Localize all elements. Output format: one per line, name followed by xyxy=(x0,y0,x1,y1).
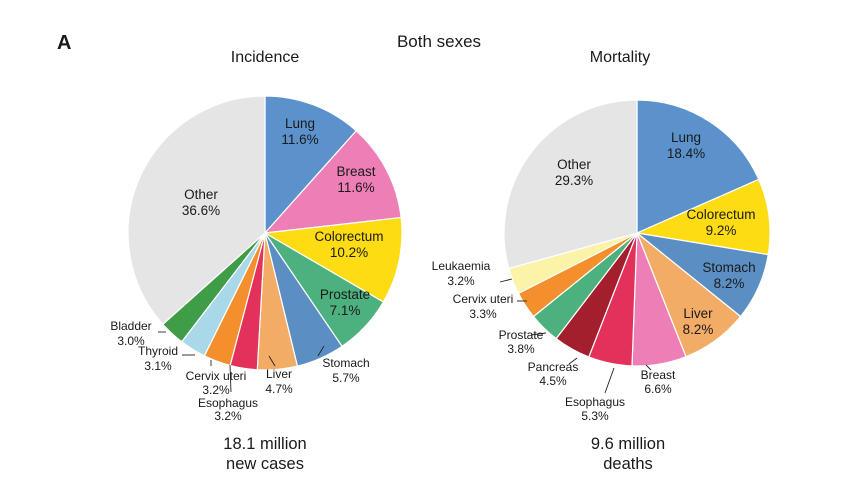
panel-label: A xyxy=(57,32,71,54)
pie-slice-colorectum xyxy=(263,216,403,303)
chart-total-line-1: 18.1 million xyxy=(223,435,306,453)
slice-percent-cervix-uteri: 3.3% xyxy=(469,307,497,321)
leader-line-stomach xyxy=(317,345,325,357)
pie-slice-breast xyxy=(263,129,402,234)
slice-label-lung: Lung xyxy=(671,130,701,145)
figure-header: Both sexes xyxy=(397,32,481,51)
leader-line-breast xyxy=(645,364,652,371)
slice-percent-colorectum: 9.2% xyxy=(706,223,737,238)
slice-label-pancreas: Pancreas xyxy=(528,360,579,374)
chart-title: Incidence xyxy=(231,49,300,66)
leader-line-pancreas xyxy=(568,357,578,365)
slice-percent-lung: 11.6% xyxy=(281,132,318,147)
slice-percent-breast: 11.6% xyxy=(337,180,374,195)
slice-label-cervix-uteri: Cervix uteri xyxy=(453,292,514,306)
leader-line-esophagus xyxy=(229,364,232,393)
leader-line-esophagus xyxy=(604,367,615,394)
slice-label-lung: Lung xyxy=(285,116,315,131)
slice-label-liver: Liver xyxy=(266,367,292,381)
slice-label-colorectum: Colorectum xyxy=(314,229,383,244)
mortality-pie-chart: MortalityLung18.4%Colorectum9.2%Stomach8… xyxy=(432,49,771,473)
slice-label-breast: Breast xyxy=(336,164,375,179)
slice-percent-cervix-uteri: 3.2% xyxy=(202,383,230,397)
pie-slice-lung xyxy=(264,95,358,235)
slice-label-liver: Liver xyxy=(683,306,713,321)
slice-percent-other: 29.3% xyxy=(555,173,593,188)
chart-total-line-2: new cases xyxy=(226,455,304,473)
slice-label-other: Other xyxy=(557,157,591,172)
slice-percent-lung: 18.4% xyxy=(667,146,705,161)
slice-label-esophagus: Esophagus xyxy=(565,395,625,409)
incidence-pie-chart: IncidenceLung11.6%Breast11.6%Colorectum1… xyxy=(110,49,403,473)
slice-percent-leukaemia: 3.2% xyxy=(447,274,475,288)
slice-percent-pancreas: 4.5% xyxy=(539,374,567,388)
leader-line-liver xyxy=(268,355,276,367)
slice-label-thyroid: Thyroid xyxy=(138,344,178,358)
slice-percent-esophagus: 3.2% xyxy=(214,409,242,423)
slice-label-prostate: Prostate xyxy=(499,328,544,342)
slice-label-stomach: Stomach xyxy=(322,356,369,370)
slice-percent-colorectum: 10.2% xyxy=(330,245,368,260)
chart-total-line-2: deaths xyxy=(603,455,653,473)
slice-label-stomach: Stomach xyxy=(702,260,755,275)
slice-percent-prostate: 7.1% xyxy=(330,303,361,318)
chart-total-line-1: 9.6 million xyxy=(591,435,665,453)
slice-percent-liver: 8.2% xyxy=(683,322,714,337)
slice-percent-bladder: 3.0% xyxy=(117,334,145,348)
slice-label-colorectum: Colorectum xyxy=(686,207,755,222)
slice-percent-thyroid: 3.1% xyxy=(144,359,172,373)
slice-label-other: Other xyxy=(184,187,218,202)
slice-label-bladder: Bladder xyxy=(110,319,151,333)
slice-percent-prostate: 3.8% xyxy=(507,342,535,356)
pie-slice-lung xyxy=(636,99,760,234)
pie-slice-other xyxy=(127,95,266,326)
leader-line-leukaemia xyxy=(499,278,513,283)
slice-percent-liver: 4.7% xyxy=(265,382,293,396)
slice-percent-breast: 6.6% xyxy=(644,382,672,396)
slice-percent-stomach: 5.7% xyxy=(332,371,360,385)
pie-slice-other xyxy=(503,99,638,270)
slice-percent-stomach: 8.2% xyxy=(714,276,745,291)
slice-label-cervix-uteri: Cervix uteri xyxy=(186,369,247,383)
slice-label-prostate: Prostate xyxy=(320,287,370,302)
chart-title: Mortality xyxy=(590,49,650,66)
slice-label-esophagus: Esophagus xyxy=(198,396,258,410)
slice-percent-other: 36.6% xyxy=(182,203,220,218)
slice-label-breast: Breast xyxy=(641,368,676,382)
leader-line-prostate xyxy=(530,332,547,336)
slice-percent-esophagus: 5.3% xyxy=(581,409,609,423)
slice-label-leukaemia: Leukaemia xyxy=(432,259,491,273)
